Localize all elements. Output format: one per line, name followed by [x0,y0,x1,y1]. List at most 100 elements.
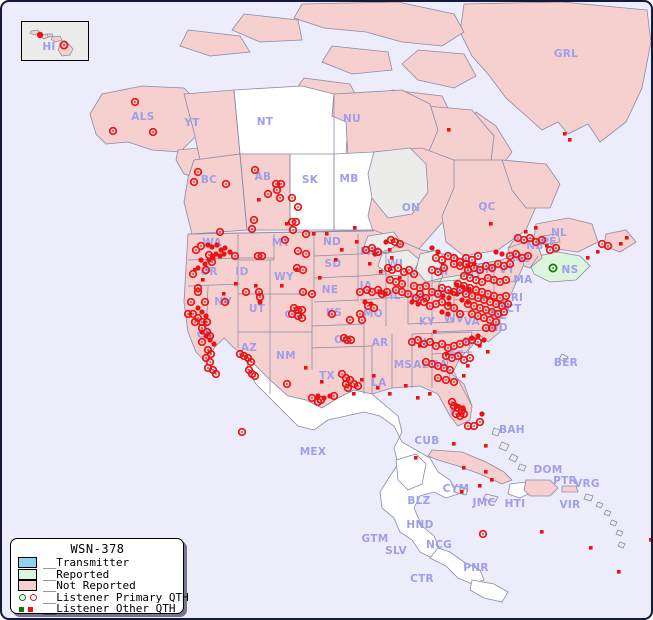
listener-other-qth-marker[interactable] [304,366,308,370]
listener-dot-marker[interactable] [415,301,421,307]
listener-primary-qth-marker[interactable] [455,309,465,319]
listener-primary-qth-marker[interactable] [247,224,257,234]
listener-other-qth-marker[interactable] [486,350,490,354]
listener-primary-qth-marker[interactable] [246,357,256,367]
listener-dot-marker[interactable] [315,393,321,399]
listener-other-qth-marker[interactable] [524,230,528,234]
listener-primary-qth-marker[interactable] [478,529,488,539]
listener-other-qth-marker[interactable] [210,254,214,258]
listener-dot-marker[interactable] [198,257,204,263]
listener-primary-qth-marker[interactable] [193,283,203,293]
listener-primary-qth-marker[interactable] [301,249,311,259]
listener-dot-marker[interactable] [195,305,201,311]
listener-other-qth-marker[interactable] [563,132,567,136]
listener-dot-marker[interactable] [221,251,227,257]
listener-primary-qth-marker[interactable] [148,127,158,137]
listener-dot-marker[interactable] [459,297,465,303]
listener-primary-qth-marker[interactable] [511,249,521,259]
legend-box[interactable]: WSN-378 __Transmitter __Reported __Not Rep… [10,538,189,614]
listener-dot-marker[interactable] [454,403,460,409]
listener-primary-qth-marker[interactable] [475,417,485,427]
listener-other-qth-marker[interactable] [441,262,445,266]
listener-primary-qth-marker[interactable] [355,287,365,297]
listener-primary-qth-marker[interactable] [449,377,459,387]
listener-other-qth-marker[interactable] [418,344,422,348]
listener-other-qth-marker[interactable] [586,256,590,260]
listener-dot-marker[interactable] [222,245,228,251]
listener-primary-qth-marker[interactable] [313,397,323,407]
listener-primary-qth-marker[interactable] [481,323,491,333]
listener-primary-qth-marker[interactable] [188,309,198,319]
listener-other-qth-marker[interactable] [360,378,364,382]
listener-primary-qth-marker[interactable] [421,281,431,291]
listener-other-qth-marker[interactable] [445,352,449,356]
listener-dot-marker[interactable] [203,333,209,339]
listener-primary-qth-marker[interactable] [108,126,118,136]
listener-primary-qth-marker[interactable] [473,251,483,261]
listener-primary-qth-marker[interactable] [287,193,297,203]
listener-other-qth-marker[interactable] [234,282,238,286]
listener-dot-marker[interactable] [195,265,201,271]
listener-primary-qth-marker[interactable] [525,233,535,243]
listener-other-qth-marker[interactable] [325,232,329,236]
listener-other-qth-marker[interactable] [320,380,324,384]
listener-dot-marker[interactable] [435,249,441,255]
listener-other-qth-marker[interactable] [447,128,451,132]
listener-dot-marker[interactable] [199,309,205,315]
listener-primary-qth-marker[interactable] [301,229,311,239]
listener-dot-marker[interactable] [460,405,466,411]
listener-dot-marker[interactable] [460,284,466,290]
listener-primary-qth-marker[interactable] [441,375,451,385]
listener-primary-qth-marker[interactable] [465,353,475,363]
listener-primary-qth-marker[interactable] [523,251,533,261]
listener-primary-qth-marker[interactable] [307,393,317,403]
listener-dot-marker[interactable] [377,289,383,295]
listener-primary-qth-marker[interactable] [393,263,403,273]
listener-primary-qth-marker[interactable] [298,265,308,275]
listener-other-qth-marker[interactable] [404,384,408,388]
listener-primary-qth-marker[interactable] [186,297,196,307]
listener-primary-qth-marker[interactable] [276,179,286,189]
listener-other-qth-marker[interactable] [372,374,376,378]
listener-other-qth-marker[interactable] [355,240,359,244]
listener-other-qth-marker[interactable] [414,456,418,460]
listener-primary-qth-marker[interactable] [548,263,558,273]
listener-other-qth-marker[interactable] [201,278,205,282]
listener-primary-qth-marker[interactable] [537,235,547,245]
listener-primary-qth-marker[interactable] [221,179,231,189]
listener-dot-marker[interactable] [499,251,505,257]
listener-primary-qth-marker[interactable] [459,409,469,419]
listener-dot-marker[interactable] [446,301,452,307]
listener-primary-qth-marker[interactable] [419,297,429,307]
listener-primary-qth-marker[interactable] [491,317,501,327]
listener-primary-qth-marker[interactable] [445,365,455,375]
listener-other-qth-marker[interactable] [428,392,432,396]
listener-dot-marker[interactable] [454,282,460,288]
listener-other-qth-marker[interactable] [596,250,600,254]
listener-primary-qth-marker[interactable] [369,303,379,313]
listener-primary-qth-marker[interactable] [191,245,201,255]
listener-primary-qth-marker[interactable] [230,251,240,261]
listener-other-qth-marker[interactable] [193,268,197,272]
listener-dot-marker[interactable] [214,242,220,248]
listener-primary-qth-marker[interactable] [551,243,561,253]
listener-other-qth-marker[interactable] [379,270,383,274]
listener-dot-marker[interactable] [469,335,475,341]
listener-dot-marker[interactable] [211,341,217,347]
listener-primary-qth-marker[interactable] [241,287,251,297]
listener-other-qth-marker[interactable] [340,248,344,252]
listener-other-qth-marker[interactable] [368,262,372,266]
listener-primary-qth-marker[interactable] [505,259,515,269]
listener-primary-qth-marker[interactable] [501,291,511,301]
listener-other-qth-marker[interactable] [376,386,380,390]
listener-dot-marker[interactable] [372,251,378,257]
listener-dot-marker[interactable] [382,291,388,297]
listener-dot-marker[interactable] [203,313,209,319]
listener-dot-marker[interactable] [209,244,215,250]
listener-dot-marker[interactable] [227,249,233,255]
listener-dot-marker[interactable] [475,333,481,339]
listener-primary-qth-marker[interactable] [409,269,419,279]
listener-other-qth-marker[interactable] [433,330,437,334]
listener-dot-marker[interactable] [383,239,389,245]
listener-primary-qth-marker[interactable] [197,337,207,347]
